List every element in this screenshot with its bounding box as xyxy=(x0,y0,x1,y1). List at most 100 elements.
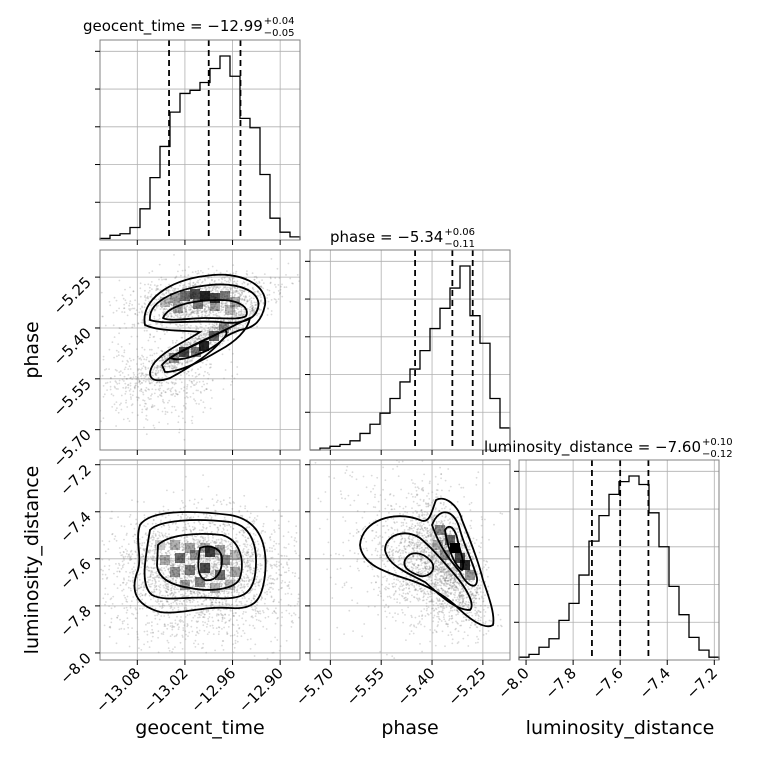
scatter-point xyxy=(127,374,130,376)
scatter-point xyxy=(297,597,300,600)
scatter-point xyxy=(226,545,229,548)
scatter-point xyxy=(174,359,177,362)
scatter-point xyxy=(185,392,188,394)
scatter-point xyxy=(207,286,210,289)
scatter-point xyxy=(225,503,228,506)
scatter-point xyxy=(254,310,256,312)
scatter-point xyxy=(184,310,187,312)
scatter-point xyxy=(211,279,213,282)
scatter-point xyxy=(233,377,236,380)
scatter-point xyxy=(168,365,171,367)
scatter-point xyxy=(222,388,225,390)
scatter-point xyxy=(223,277,226,279)
scatter-point xyxy=(186,312,188,314)
scatter-point xyxy=(129,300,132,302)
scatter-point xyxy=(204,286,207,289)
scatter-point xyxy=(221,336,224,338)
scatter-point xyxy=(287,543,290,545)
scatter-point xyxy=(236,290,239,293)
scatter-point xyxy=(138,587,140,590)
scatter-point xyxy=(129,286,131,289)
scatter-point xyxy=(217,328,220,331)
scatter-point xyxy=(145,566,148,569)
scatter-point xyxy=(206,277,209,279)
scatter-point xyxy=(167,301,170,304)
scatter-point xyxy=(186,559,188,562)
scatter-point xyxy=(176,544,178,546)
scatter-point xyxy=(137,368,140,370)
scatter-point xyxy=(124,366,127,369)
scatter-point xyxy=(149,378,152,381)
scatter-point xyxy=(151,635,154,638)
scatter-point xyxy=(251,309,254,312)
scatter-point xyxy=(198,337,201,340)
scatter-point xyxy=(179,302,182,304)
scatter-point xyxy=(184,343,187,346)
scatter-point xyxy=(245,573,248,576)
scatter-point xyxy=(135,542,138,545)
scatter-point xyxy=(233,295,236,297)
scatter-point xyxy=(116,575,119,578)
scatter-point xyxy=(242,548,245,550)
scatter-point xyxy=(190,516,192,519)
scatter-point xyxy=(197,542,199,545)
scatter-point xyxy=(207,610,210,613)
scatter-point xyxy=(179,359,182,362)
scatter-point xyxy=(156,574,159,577)
scatter-point xyxy=(202,616,205,618)
scatter-point xyxy=(163,604,166,607)
scatter-point xyxy=(160,276,163,279)
scatter-point xyxy=(206,388,208,391)
scatter-point xyxy=(212,541,215,544)
scatter-point xyxy=(103,393,106,396)
scatter-point xyxy=(228,619,231,622)
scatter-point xyxy=(252,597,255,600)
scatter-point xyxy=(186,385,189,388)
scatter-point xyxy=(222,328,225,330)
scatter-point xyxy=(161,278,163,281)
scatter-point xyxy=(205,334,208,336)
scatter-point xyxy=(161,369,164,372)
scatter-point xyxy=(251,307,254,310)
scatter-point xyxy=(238,310,240,313)
scatter-point xyxy=(224,553,227,556)
scatter-point xyxy=(210,309,213,311)
scatter-point xyxy=(158,557,161,560)
scatter-point xyxy=(231,277,234,280)
scatter-point xyxy=(217,561,220,564)
scatter-point xyxy=(258,553,260,556)
scatter-point xyxy=(141,555,144,558)
scatter-point xyxy=(167,542,170,545)
scatter-point xyxy=(145,390,148,392)
scatter-point xyxy=(116,587,119,589)
scatter-point xyxy=(209,407,212,410)
scatter-point xyxy=(185,308,188,311)
scatter-point xyxy=(160,384,163,387)
scatter-point xyxy=(169,622,172,625)
scatter-point xyxy=(215,269,218,272)
scatter-point xyxy=(164,534,166,537)
scatter-point xyxy=(163,556,166,559)
scatter-point xyxy=(189,548,192,550)
scatter-point xyxy=(108,564,111,567)
scatter-point xyxy=(219,580,222,583)
scatter-point xyxy=(236,280,239,283)
scatter-point xyxy=(179,546,182,549)
scatter-point xyxy=(190,580,192,582)
scatter-point xyxy=(125,386,127,388)
scatter-point xyxy=(114,380,117,383)
scatter-point xyxy=(244,296,247,299)
scatter-point xyxy=(173,302,176,304)
scatter-point xyxy=(171,547,173,550)
scatter-point xyxy=(238,305,241,308)
scatter-point xyxy=(168,546,171,548)
scatter-point xyxy=(272,578,275,580)
scatter-point xyxy=(196,303,198,306)
scatter-point xyxy=(215,541,217,544)
scatter-point xyxy=(200,542,203,545)
scatter-point xyxy=(188,379,191,382)
scatter-point xyxy=(202,304,204,307)
scatter-point xyxy=(256,575,259,578)
scatter-point xyxy=(246,557,249,560)
scatter-point xyxy=(207,585,210,588)
